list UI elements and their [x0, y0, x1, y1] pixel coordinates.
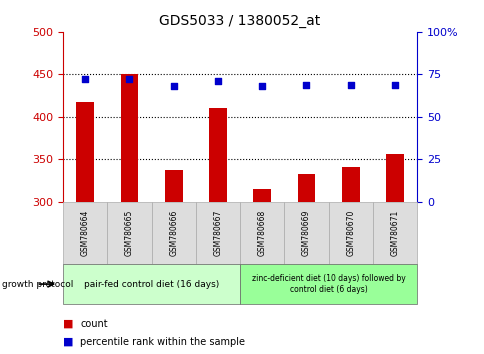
- Text: GSM780671: GSM780671: [390, 210, 399, 256]
- Text: GSM780670: GSM780670: [346, 210, 354, 256]
- Bar: [385, 154, 403, 202]
- Text: GSM780665: GSM780665: [125, 210, 134, 256]
- Text: GSM780664: GSM780664: [80, 210, 90, 256]
- Text: GSM780669: GSM780669: [302, 210, 310, 256]
- Point: [258, 84, 266, 89]
- Bar: [76, 102, 94, 202]
- Point: [302, 82, 310, 87]
- Point: [125, 76, 133, 82]
- Text: GSM780668: GSM780668: [257, 210, 266, 256]
- Bar: [253, 189, 271, 202]
- Title: GDS5033 / 1380052_at: GDS5033 / 1380052_at: [159, 14, 320, 28]
- Text: ■: ■: [63, 337, 74, 347]
- Bar: [297, 174, 315, 202]
- Bar: [209, 108, 227, 202]
- Point: [390, 82, 398, 87]
- Text: pair-fed control diet (16 days): pair-fed control diet (16 days): [84, 280, 219, 289]
- Point: [346, 82, 354, 87]
- Text: count: count: [80, 319, 107, 329]
- Bar: [121, 74, 138, 202]
- Point: [213, 78, 221, 84]
- Bar: [341, 167, 359, 202]
- Text: GSM780667: GSM780667: [213, 210, 222, 256]
- Text: zinc-deficient diet (10 days) followed by
control diet (6 days): zinc-deficient diet (10 days) followed b…: [251, 274, 405, 294]
- Bar: [165, 170, 182, 202]
- Text: GSM780666: GSM780666: [169, 210, 178, 256]
- Text: growth protocol: growth protocol: [2, 280, 74, 289]
- Point: [169, 84, 177, 89]
- Text: ■: ■: [63, 319, 74, 329]
- Text: percentile rank within the sample: percentile rank within the sample: [80, 337, 244, 347]
- Point: [81, 76, 89, 82]
